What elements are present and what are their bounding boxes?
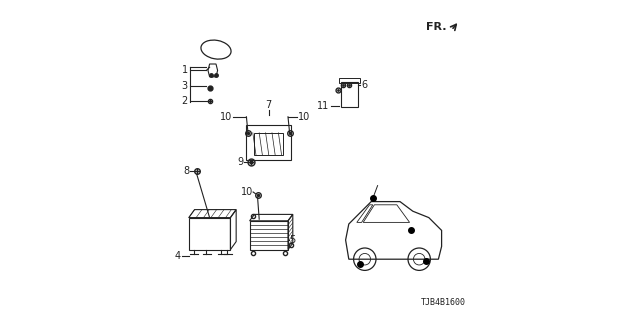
Text: 2: 2 (182, 96, 188, 106)
Text: FR.: FR. (426, 22, 447, 32)
Text: 3: 3 (182, 81, 188, 92)
Text: 10: 10 (220, 112, 232, 122)
Text: 5: 5 (290, 235, 296, 245)
Text: 6: 6 (361, 80, 367, 90)
Text: 10: 10 (298, 112, 310, 122)
Text: 7: 7 (266, 100, 272, 110)
Text: 9: 9 (237, 156, 243, 167)
Text: TJB4B1600: TJB4B1600 (420, 298, 466, 307)
Text: 10: 10 (241, 187, 253, 197)
Text: 11: 11 (317, 100, 330, 111)
Text: 4: 4 (175, 251, 181, 261)
Text: 1: 1 (182, 65, 188, 76)
Text: 8: 8 (183, 166, 189, 176)
